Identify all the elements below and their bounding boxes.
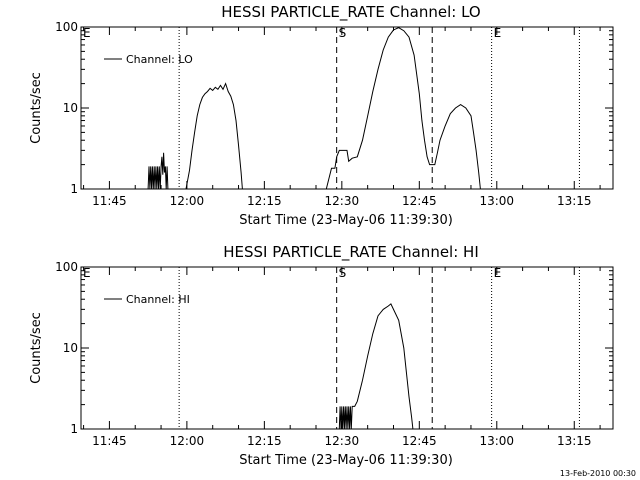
lo-series-line-0-segment-2 [325, 27, 481, 190]
hi-legend-label: Channel: HI [126, 293, 190, 306]
lo-chart-title: HESSI PARTICLE_RATE Channel: LO [221, 3, 480, 22]
lo-series-line-0-segment-1 [185, 82, 243, 190]
hi-x-tick-label-5: 13:00 [479, 434, 514, 448]
lo-x-tick-label-6: 13:15 [557, 194, 592, 208]
hi-y-tick-label-2: 100 [55, 260, 78, 274]
lo-x-tick-label-3: 12:30 [325, 194, 360, 208]
hi-x-tick-label-2: 12:15 [247, 434, 282, 448]
lo-marker-label-4: E [494, 26, 502, 40]
hi-y-tick-label-0: 1 [70, 422, 78, 436]
lo-x-tick-label-0: 11:45 [92, 194, 127, 208]
lo-y-tick-label-0: 1 [70, 182, 78, 196]
date-stamp: 13-Feb-2010 00:30 [560, 469, 636, 478]
lo-y-tick-label-2: 100 [55, 20, 78, 34]
hi-series-line-0-segment-0 [338, 303, 414, 430]
hi-plot-frame [80, 266, 614, 430]
hi-x-tick-label-0: 11:45 [92, 434, 127, 448]
hi-chart-title: HESSI PARTICLE_RATE Channel: HI [223, 243, 479, 262]
hi-marker-label-0: E [83, 266, 91, 280]
lo-x-tick-label-2: 12:15 [247, 194, 282, 208]
hi-x-tick-label-3: 12:30 [325, 434, 360, 448]
hi-marker-label-4: E [494, 266, 502, 280]
lo-channel-panel: HESSI PARTICLE_RATE Channel: LO Counts/s… [29, 3, 614, 228]
lo-legend-label: Channel: LO [126, 53, 193, 66]
hi-x-tick-label-4: 12:45 [402, 434, 437, 448]
hi-x-tick-label-6: 13:15 [557, 434, 592, 448]
hi-y-axis-label: Counts/sec [29, 312, 44, 384]
lo-y-axis-label: Counts/sec [29, 72, 44, 144]
lo-marker-label-2: S [339, 26, 347, 40]
hi-x-tick-label-1: 12:00 [170, 434, 205, 448]
lo-y-tick-label-1: 10 [63, 101, 78, 115]
lo-marker-label-0: E [83, 26, 91, 40]
lo-series-line-0-segment-0 [147, 152, 169, 190]
hi-y-tick-label-1: 10 [63, 341, 78, 355]
hi-x-axis-label: Start Time (23-May-06 11:39:30) [239, 453, 453, 468]
hi-channel-panel: HESSI PARTICLE_RATE Channel: HI Counts/s… [29, 243, 614, 468]
lo-x-tick-label-4: 12:45 [402, 194, 437, 208]
lo-x-axis-label: Start Time (23-May-06 11:39:30) [239, 213, 453, 228]
hi-marker-label-2: S [339, 266, 347, 280]
lo-x-tick-label-1: 12:00 [170, 194, 205, 208]
lo-x-tick-label-5: 13:00 [479, 194, 514, 208]
